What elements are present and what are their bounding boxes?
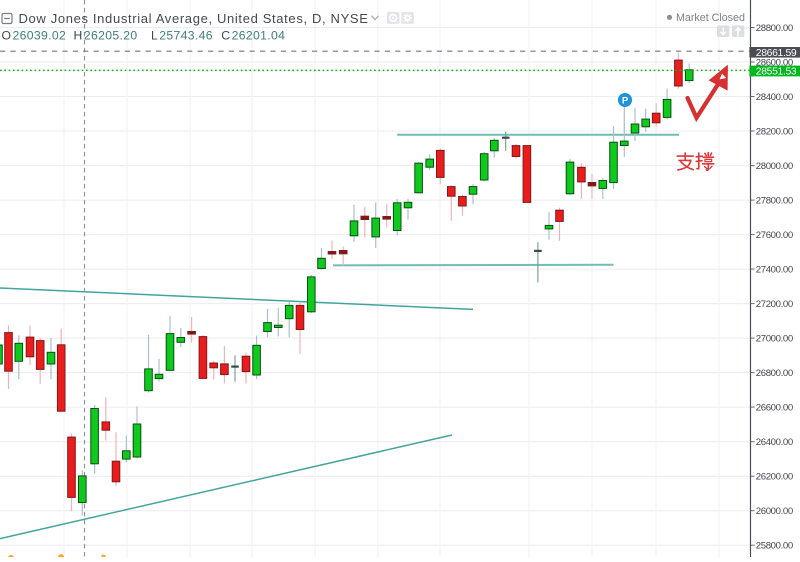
svg-text:28400.00: 28400.00 (756, 92, 793, 103)
svg-text:27200.00: 27200.00 (756, 299, 793, 310)
svg-text:26600.00: 26600.00 (756, 403, 793, 414)
svg-text:27400.00: 27400.00 (756, 265, 793, 276)
svg-text:26200.00: 26200.00 (756, 472, 793, 483)
svg-text:27000.00: 27000.00 (756, 334, 793, 345)
svg-text:26800.00: 26800.00 (756, 368, 793, 379)
svg-text:28800.00: 28800.00 (756, 23, 793, 34)
svg-text:26000.00: 26000.00 (756, 506, 793, 517)
svg-text:Market Closed: Market Closed (676, 12, 745, 24)
svg-text:P: P (622, 96, 629, 107)
svg-text:27800.00: 27800.00 (756, 196, 793, 207)
svg-text:28200.00: 28200.00 (756, 126, 793, 137)
svg-text:Dow Jones Industrial Average,: Dow Jones Industrial Average, United Sta… (19, 11, 369, 26)
svg-text:28600.00: 28600.00 (756, 57, 793, 68)
svg-text:28661.59: 28661.59 (756, 48, 797, 59)
svg-text:28551.53: 28551.53 (756, 67, 797, 78)
svg-text:27600.00: 27600.00 (756, 230, 793, 241)
svg-text:28000.00: 28000.00 (756, 161, 793, 172)
svg-text:26400.00: 26400.00 (756, 437, 793, 448)
svg-text:25800.00: 25800.00 (756, 541, 793, 552)
